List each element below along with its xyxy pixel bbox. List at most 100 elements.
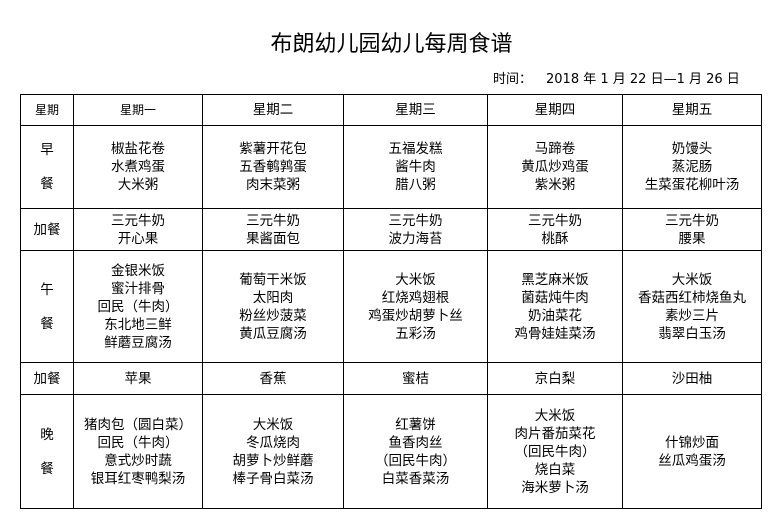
dish: 沙田柚: [671, 370, 713, 387]
dish: 五香鹌鹑蛋: [239, 159, 307, 175]
dish: 鲜蘑豆腐汤: [104, 334, 172, 351]
menu-cell: 大米饭 香菇西红柿烧鱼丸 素炒三片 翡翠白玉汤: [622, 250, 762, 363]
time-value: 2018 年 1 月 22 日—1 月 26 日: [546, 72, 740, 87]
dish: 腰果: [678, 230, 706, 247]
dish: 金银米饭: [111, 262, 165, 279]
dish: 素炒三片: [665, 307, 719, 324]
dish: 肉片番茄菜花: [514, 425, 596, 442]
menu-cell: 五福发糕 酱牛肉 腊八粥: [343, 125, 488, 209]
menu-cell: 黑芝麻米饭 菌菇炖牛肉 奶油菜花 鸡骨娃娃菜汤: [487, 250, 623, 363]
dish: 菌菇炖牛肉: [521, 289, 589, 306]
menu-cell: 大米饭 红烧鸡翅根 鸡蛋炒胡萝卜丝 五彩汤: [343, 250, 488, 363]
header-cell: 星期五: [622, 94, 762, 126]
dish: 大米饭: [395, 271, 436, 288]
header-cell: 星期一: [73, 94, 203, 126]
meal-label-text: 餐: [40, 460, 54, 477]
date-range: 时间： 2018 年 1 月 22 日—1 月 26 日: [493, 68, 754, 87]
dish: 红薯饼: [395, 416, 436, 433]
menu-cell: 大米饭 肉片番茄菜花 （回民牛肉） 烧白菜 海米萝卜汤: [487, 394, 623, 509]
dish: 白菜香菜汤: [381, 470, 450, 487]
meal-label-text: 早: [40, 142, 54, 158]
dish: 鸡骨娃娃菜汤: [514, 325, 596, 342]
dish: 黄瓜炒鸡蛋: [521, 159, 589, 175]
time-label: 时间：: [493, 72, 533, 87]
menu-cell: 椒盐花卷 水煮鸡蛋 大米粥: [73, 125, 203, 209]
meal-label: 午餐: [20, 250, 74, 363]
menu-cell: 奶馒头蒸泥肠生菜蛋花柳叶汤: [622, 125, 762, 209]
dish: 蜜桔: [402, 370, 429, 387]
dish: 大米饭: [534, 407, 576, 424]
dish: 太阳肉: [252, 289, 294, 306]
dish: 回民（牛肉）: [97, 434, 179, 451]
dish: 蒸泥肠: [671, 159, 713, 175]
meal-label-text: 晚: [40, 426, 54, 443]
dish: 水煮鸡蛋: [111, 159, 165, 175]
dish: 生菜蛋花柳叶汤: [644, 177, 740, 193]
meal-label: 早餐: [20, 125, 74, 209]
dish: （回民牛肉）: [514, 443, 596, 460]
dish: 五福发糕: [388, 141, 443, 157]
menu-cell: 葡萄干米饭 太阳肉 粉丝炒菠菜 黄瓜豆腐汤: [202, 250, 344, 363]
dish: 银耳红枣鸭梨汤: [90, 470, 186, 487]
meal-row: 午餐金银米饭 蜜汁排骨 回民（牛肉） 东北地三鲜 鲜蘑豆腐汤 葡萄干米饭 太阳肉 粉丝炒菠菜黄…: [20, 250, 762, 363]
menu-cell: 苹果: [73, 362, 203, 395]
dish: 胡萝卜炒鲜蘑: [232, 452, 314, 469]
dish: 奶馒头: [671, 141, 713, 157]
meal-row: 加餐 三元牛奶 开心果 三元牛奶 果酱面包 三元牛奶 波力海苔 三元牛奶 桃酥 三元牛奶 腰果: [20, 208, 762, 251]
dish: 三元牛奶: [528, 212, 582, 229]
dish: 红烧鸡翅根: [381, 289, 450, 306]
meal-label: 加餐: [20, 362, 74, 395]
dish: 香蕉: [259, 370, 287, 387]
meal-row: 早餐椒盐花卷 水煮鸡蛋 大米粥 紫薯开花包 五香鹌鹑蛋 肉末菜粥 五福发糕 酱牛肉 腊八粥 马蹄卷…: [20, 125, 762, 209]
header-cell: 星期: [20, 94, 74, 126]
dish: 黑芝麻米饭: [521, 271, 589, 288]
dish: 鱼香肉丝: [388, 434, 443, 451]
dish: 意式炒时蔬: [104, 452, 172, 469]
dish: 什锦炒面: [665, 434, 719, 451]
dish: 大米饭: [671, 271, 713, 288]
dish: 桃酥: [541, 230, 569, 247]
dish: 蜜汁排骨: [111, 280, 165, 297]
dish: 香菇西红柿烧鱼丸: [638, 289, 746, 306]
dish: 酱牛肉: [395, 159, 436, 175]
dish: 开心果: [117, 230, 159, 247]
dish: 回民（牛肉）: [97, 298, 179, 315]
meal-label: 加餐: [20, 208, 74, 251]
header-row: 星期 星期一 星期二 星期三 星期四 星期五: [20, 94, 762, 126]
dish: 海米萝卜汤: [521, 479, 589, 496]
menu-cell: 三元牛奶 腰果: [622, 208, 762, 251]
dish: 肉末菜粥: [246, 177, 300, 193]
dish: 三元牛奶: [111, 212, 165, 229]
meal-row: 加餐 苹果 香蕉 蜜桔 京白梨 沙田柚: [20, 362, 762, 395]
dish: 大米粥: [117, 177, 159, 193]
menu-cell: 紫薯开花包 五香鹌鹑蛋 肉末菜粥: [202, 125, 344, 209]
menu-cell: 三元牛奶 果酱面包: [202, 208, 344, 251]
dish: 京白梨: [534, 370, 576, 387]
menu-cell: 大米饭 冬瓜烧肉 胡萝卜炒鲜蘑 棒子骨白菜汤: [202, 394, 344, 509]
menu-table: 星期 星期一 星期二 星期三 星期四 星期五早餐椒盐花卷 水煮鸡蛋 大米粥 紫薯开花包 五香鹌鹑蛋…: [20, 94, 762, 509]
dish: 五彩汤: [395, 325, 436, 342]
menu-cell: 蜜桔: [343, 362, 488, 395]
menu-cell: 马蹄卷 黄瓜炒鸡蛋 紫米粥: [487, 125, 623, 209]
meal-label: 晚餐: [20, 394, 74, 509]
dish: 奶油菜花: [528, 307, 582, 324]
dish: 冬瓜烧肉: [246, 434, 300, 451]
dish: 三元牛奶: [665, 212, 719, 229]
menu-cell: 猪肉包（圆白菜） 回民（牛肉） 意式炒时蔬 银耳红枣鸭梨汤: [73, 394, 203, 509]
dish: 翡翠白玉汤: [658, 325, 726, 342]
dish: 果酱面包: [246, 230, 300, 247]
dish: 鸡蛋炒胡萝卜丝: [368, 307, 463, 324]
dish: 波力海苔: [388, 230, 443, 247]
menu-cell: 金银米饭 蜜汁排骨 回民（牛肉） 东北地三鲜 鲜蘑豆腐汤: [73, 250, 203, 363]
dish: 烧白菜: [534, 461, 576, 478]
dish: 三元牛奶: [388, 212, 443, 229]
menu-cell: 三元牛奶 桃酥: [487, 208, 623, 251]
meal-label-text: 餐: [40, 176, 54, 192]
dish: 三元牛奶: [246, 212, 300, 229]
dish: 粉丝炒菠菜: [239, 307, 307, 324]
menu-cell: 三元牛奶 波力海苔: [343, 208, 488, 251]
dish: 猪肉包（圆白菜）: [84, 416, 192, 433]
menu-cell: 沙田柚: [622, 362, 762, 395]
menu-cell: 三元牛奶 开心果: [73, 208, 203, 251]
menu-cell: 什锦炒面 丝瓜鸡蛋汤: [622, 394, 762, 509]
